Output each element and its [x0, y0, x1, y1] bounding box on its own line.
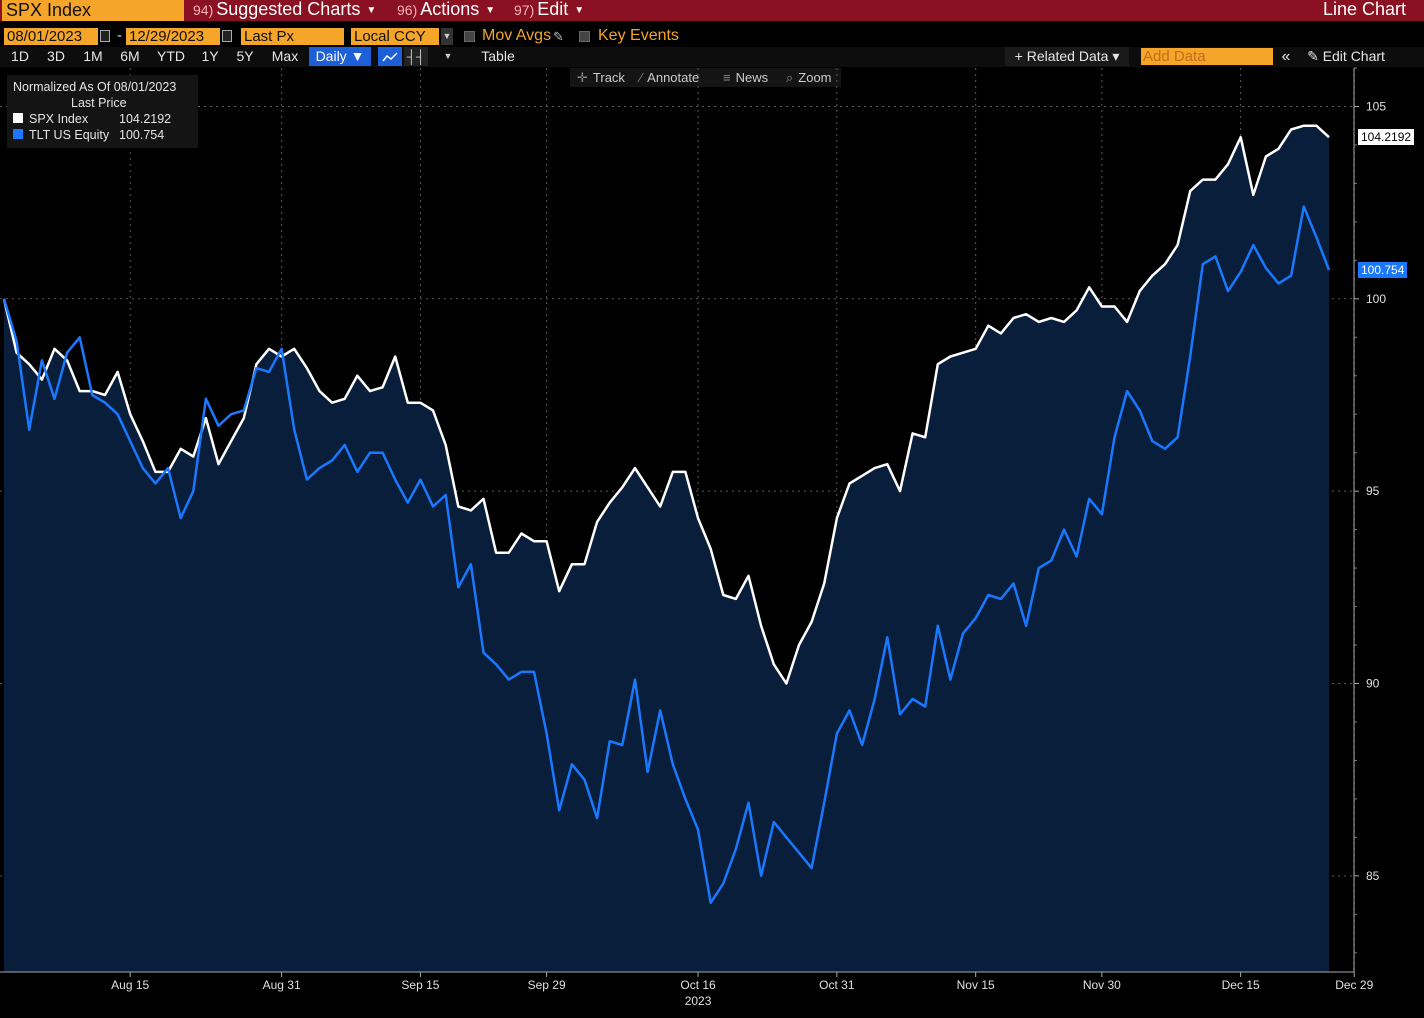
pencil-icon: ✎ — [1307, 48, 1319, 64]
ticker-field[interactable]: SPX Index — [2, 0, 184, 21]
tlt-series-line — [2, 205, 1331, 905]
y-axis: 85 90 95 100 105 — [1353, 67, 1386, 972]
magnifier-icon: ⌕ — [786, 70, 794, 85]
menu-number: 97) — [514, 2, 535, 18]
title-bar — [0, 0, 1424, 21]
x-tick-label: Sep 15 — [401, 978, 439, 992]
legend-swatch-spx — [13, 113, 23, 123]
y-tick-label: 105 — [1366, 99, 1386, 113]
key-events-label[interactable]: Key Events — [598, 27, 679, 44]
legend-title: Normalized As Of 08/01/2023 — [13, 80, 177, 94]
y-tick-label: 85 — [1366, 869, 1380, 883]
suggested-charts-menu[interactable]: 94) Suggested Charts ▼ — [193, 0, 376, 21]
calendar-icon[interactable] — [100, 30, 110, 42]
menu-label: Suggested Charts — [216, 0, 361, 19]
range-1m[interactable]: 1M — [83, 48, 103, 64]
chart-type-title: Line Chart — [1322, 0, 1406, 19]
x-tick-label: Aug 15 — [111, 978, 149, 992]
chart-tools — [570, 68, 841, 87]
legend-swatch-tlt — [13, 129, 23, 139]
tlt-last-price-tag: 100.754 — [1358, 261, 1408, 278]
pencil-icon[interactable]: ✎ — [553, 29, 564, 44]
legend-series-name: SPX Index — [29, 112, 89, 126]
range-1y[interactable]: 1Y — [201, 48, 219, 64]
actions-menu[interactable]: 96) Actions ▼ — [397, 0, 495, 21]
range-ytd[interactable]: YTD — [157, 48, 185, 64]
annotate-tool[interactable]: ⁄ Annotate — [640, 68, 699, 87]
zoom-tool[interactable]: ⌕ Zoom — [786, 68, 832, 87]
key-events-checkbox[interactable] — [579, 31, 590, 42]
currency-select[interactable]: Local CCY — [351, 28, 439, 45]
price-field-input[interactable]: Last Px — [241, 28, 344, 45]
caret-down-icon: ▼ — [485, 4, 496, 16]
spx-last-price-tag: 104.2192 — [1358, 129, 1415, 146]
annotate-label: Annotate — [647, 70, 700, 85]
line-chart-icon[interactable] — [378, 47, 402, 66]
menu-number: 94) — [193, 2, 214, 18]
spx-area-fill — [4, 125, 1329, 972]
y-tick-label: 100 — [1366, 292, 1386, 306]
edit-chart-button[interactable]: ✎ Edit Chart — [1300, 47, 1392, 66]
news-tool[interactable]: ≡ News — [723, 68, 768, 87]
bar-chart-icon[interactable]: ┤┤ — [404, 47, 428, 66]
range-6m[interactable]: 6M — [120, 48, 140, 64]
x-tick-label: Nov 30 — [1083, 978, 1121, 992]
legend-series-value: 100.754 — [119, 128, 165, 142]
menu-label: Actions — [420, 0, 480, 19]
range-3d[interactable]: 3D — [47, 48, 65, 64]
x-year-label: 2023 — [685, 994, 712, 1008]
legend-subtitle: Last Price — [71, 96, 127, 110]
legend-series-value: 104.2192 — [119, 112, 172, 126]
menu-label: Edit — [537, 0, 569, 19]
y-tick-label: 95 — [1366, 484, 1380, 498]
legend-series-name: TLT US Equity — [29, 128, 110, 142]
track-label: Track — [592, 70, 625, 85]
x-tick-label: Nov 15 — [957, 978, 995, 992]
range-max[interactable]: Max — [271, 48, 299, 64]
add-data-input[interactable]: Add Data — [1141, 48, 1273, 65]
range-1d[interactable]: 1D — [11, 48, 29, 64]
edit-menu[interactable]: 97) Edit ▼ — [514, 0, 584, 21]
x-tick-label: Oct 16 — [680, 978, 716, 992]
collapse-icon[interactable]: « — [1281, 48, 1291, 65]
news-icon: ≡ — [723, 70, 731, 85]
line-draw-icon: ⁄ — [640, 70, 643, 85]
mov-avgs-checkbox[interactable] — [464, 31, 475, 42]
menu-number: 96) — [397, 2, 418, 18]
x-axis: Aug 15 Aug 31 Sep 15 Sep 29 Oct 16 Oct 31 Nov … — [0, 971, 1374, 1008]
range-5y[interactable]: 5Y — [236, 48, 254, 64]
spx-series-line — [2, 124, 1330, 685]
end-date-input[interactable]: 12/29/2023 — [126, 28, 220, 45]
calendar-icon[interactable] — [222, 30, 232, 42]
news-label: News — [735, 70, 769, 85]
zoom-label: Zoom — [798, 70, 832, 85]
caret-down-icon: ▼ — [574, 4, 585, 16]
crosshair-icon: ✛ — [577, 70, 588, 85]
x-tick-label: Dec 29 — [1335, 978, 1373, 992]
caret-down-icon: ▼ — [366, 4, 377, 16]
related-data-button[interactable]: + Related Data ▾ — [1005, 47, 1129, 66]
edit-chart-label: Edit Chart — [1322, 48, 1385, 64]
x-tick-label: Aug 31 — [263, 978, 301, 992]
x-tick-label: Sep 29 — [528, 978, 566, 992]
mov-avgs-label[interactable]: Mov Avgs — [482, 27, 552, 44]
date-separator: - — [117, 27, 122, 44]
chart-legend: Normalized As Of 08/01/2023 Last Price S… — [7, 75, 198, 148]
start-date-input[interactable]: 08/01/2023 — [4, 28, 98, 45]
chevron-down-icon[interactable]: ▼ — [436, 47, 460, 66]
frequency-select[interactable]: Daily ▼ — [309, 47, 371, 66]
x-tick-label: Oct 31 — [819, 978, 855, 992]
y-tick-label: 90 — [1366, 676, 1380, 690]
chevron-down-icon[interactable]: ▼ — [441, 28, 453, 45]
track-tool[interactable]: ✛ Track — [577, 68, 625, 87]
table-button[interactable]: Table — [481, 48, 515, 64]
x-tick-label: Dec 15 — [1222, 978, 1260, 992]
